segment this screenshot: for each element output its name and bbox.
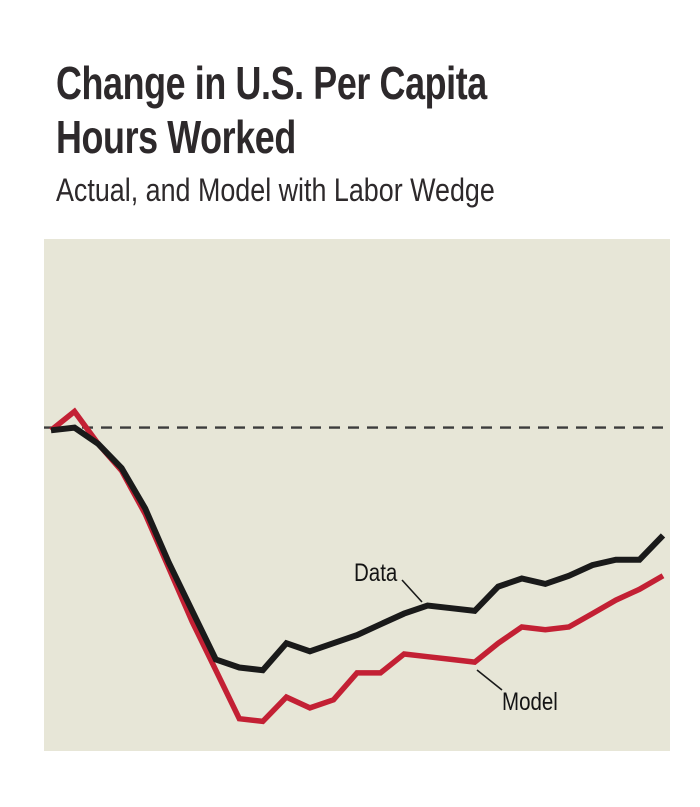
chart-area: Data Model (44, 239, 670, 751)
title-block: Change in U.S. Per Capita Hours Worked A… (56, 56, 608, 208)
plot-background (44, 239, 670, 751)
page-title-line1: Change in U.S. Per Capita (56, 57, 487, 109)
data-series-label: Data (354, 559, 398, 587)
model-label-leader-line (476, 669, 503, 691)
data-series-line (50, 424, 666, 674)
chart-svg (44, 239, 670, 751)
model-series-label: Model (502, 688, 558, 716)
series-layer (49, 407, 666, 725)
data-label-leader-line (401, 579, 423, 603)
page-title-line2: Hours Worked (56, 111, 296, 163)
page-subtitle: Actual, and Model with Labor Wedge (56, 172, 495, 208)
